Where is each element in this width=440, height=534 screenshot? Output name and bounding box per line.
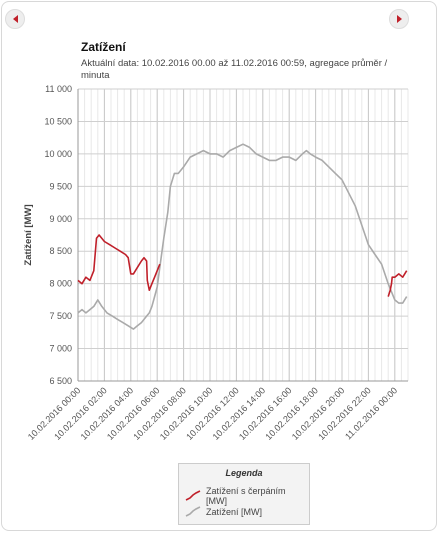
y-tick-label: 9 500 xyxy=(49,181,72,191)
y-tick-label: 7 000 xyxy=(49,344,72,354)
y-tick-label: 8 500 xyxy=(49,246,72,256)
chevron-left-icon xyxy=(12,15,18,23)
y-tick-label: 10 000 xyxy=(44,149,72,159)
chart-subtitle: Aktuální data: 10.02.2016 00.00 až 11.02… xyxy=(81,58,388,81)
legend: Legenda Zatížení s čerpáním [MW] Zatížen… xyxy=(178,463,310,525)
legend-swatch-load xyxy=(185,506,201,517)
y-axis-label: Zatížení [MW] xyxy=(23,204,34,265)
chevron-right-icon xyxy=(396,15,402,23)
legend-title: Legenda xyxy=(225,468,263,478)
next-button[interactable] xyxy=(389,9,409,29)
legend-swatch-pumping xyxy=(185,490,201,501)
series-line-pumping xyxy=(77,234,161,292)
legend-item-pumping[interactable]: Zatížení s čerpáním [MW] xyxy=(185,486,309,506)
y-tick-label: 11 000 xyxy=(45,84,72,94)
previous-button[interactable] xyxy=(5,9,25,29)
legend-item-load[interactable]: Zatížení [MW] xyxy=(185,506,262,518)
y-tick-label: 8 000 xyxy=(49,279,72,289)
series-line-pumping xyxy=(387,270,408,297)
legend-label-pumping: Zatížení s čerpáním [MW] xyxy=(206,486,286,506)
y-tick-label: 6 500 xyxy=(49,376,72,386)
chart-title: Zatížení xyxy=(81,40,126,54)
y-tick-label: 10 500 xyxy=(44,116,72,126)
series-line-load xyxy=(77,143,408,330)
y-tick-label: 9 000 xyxy=(49,214,72,224)
legend-label-load: Zatížení [MW] xyxy=(206,507,263,517)
y-tick-label: 7 500 xyxy=(49,311,72,321)
